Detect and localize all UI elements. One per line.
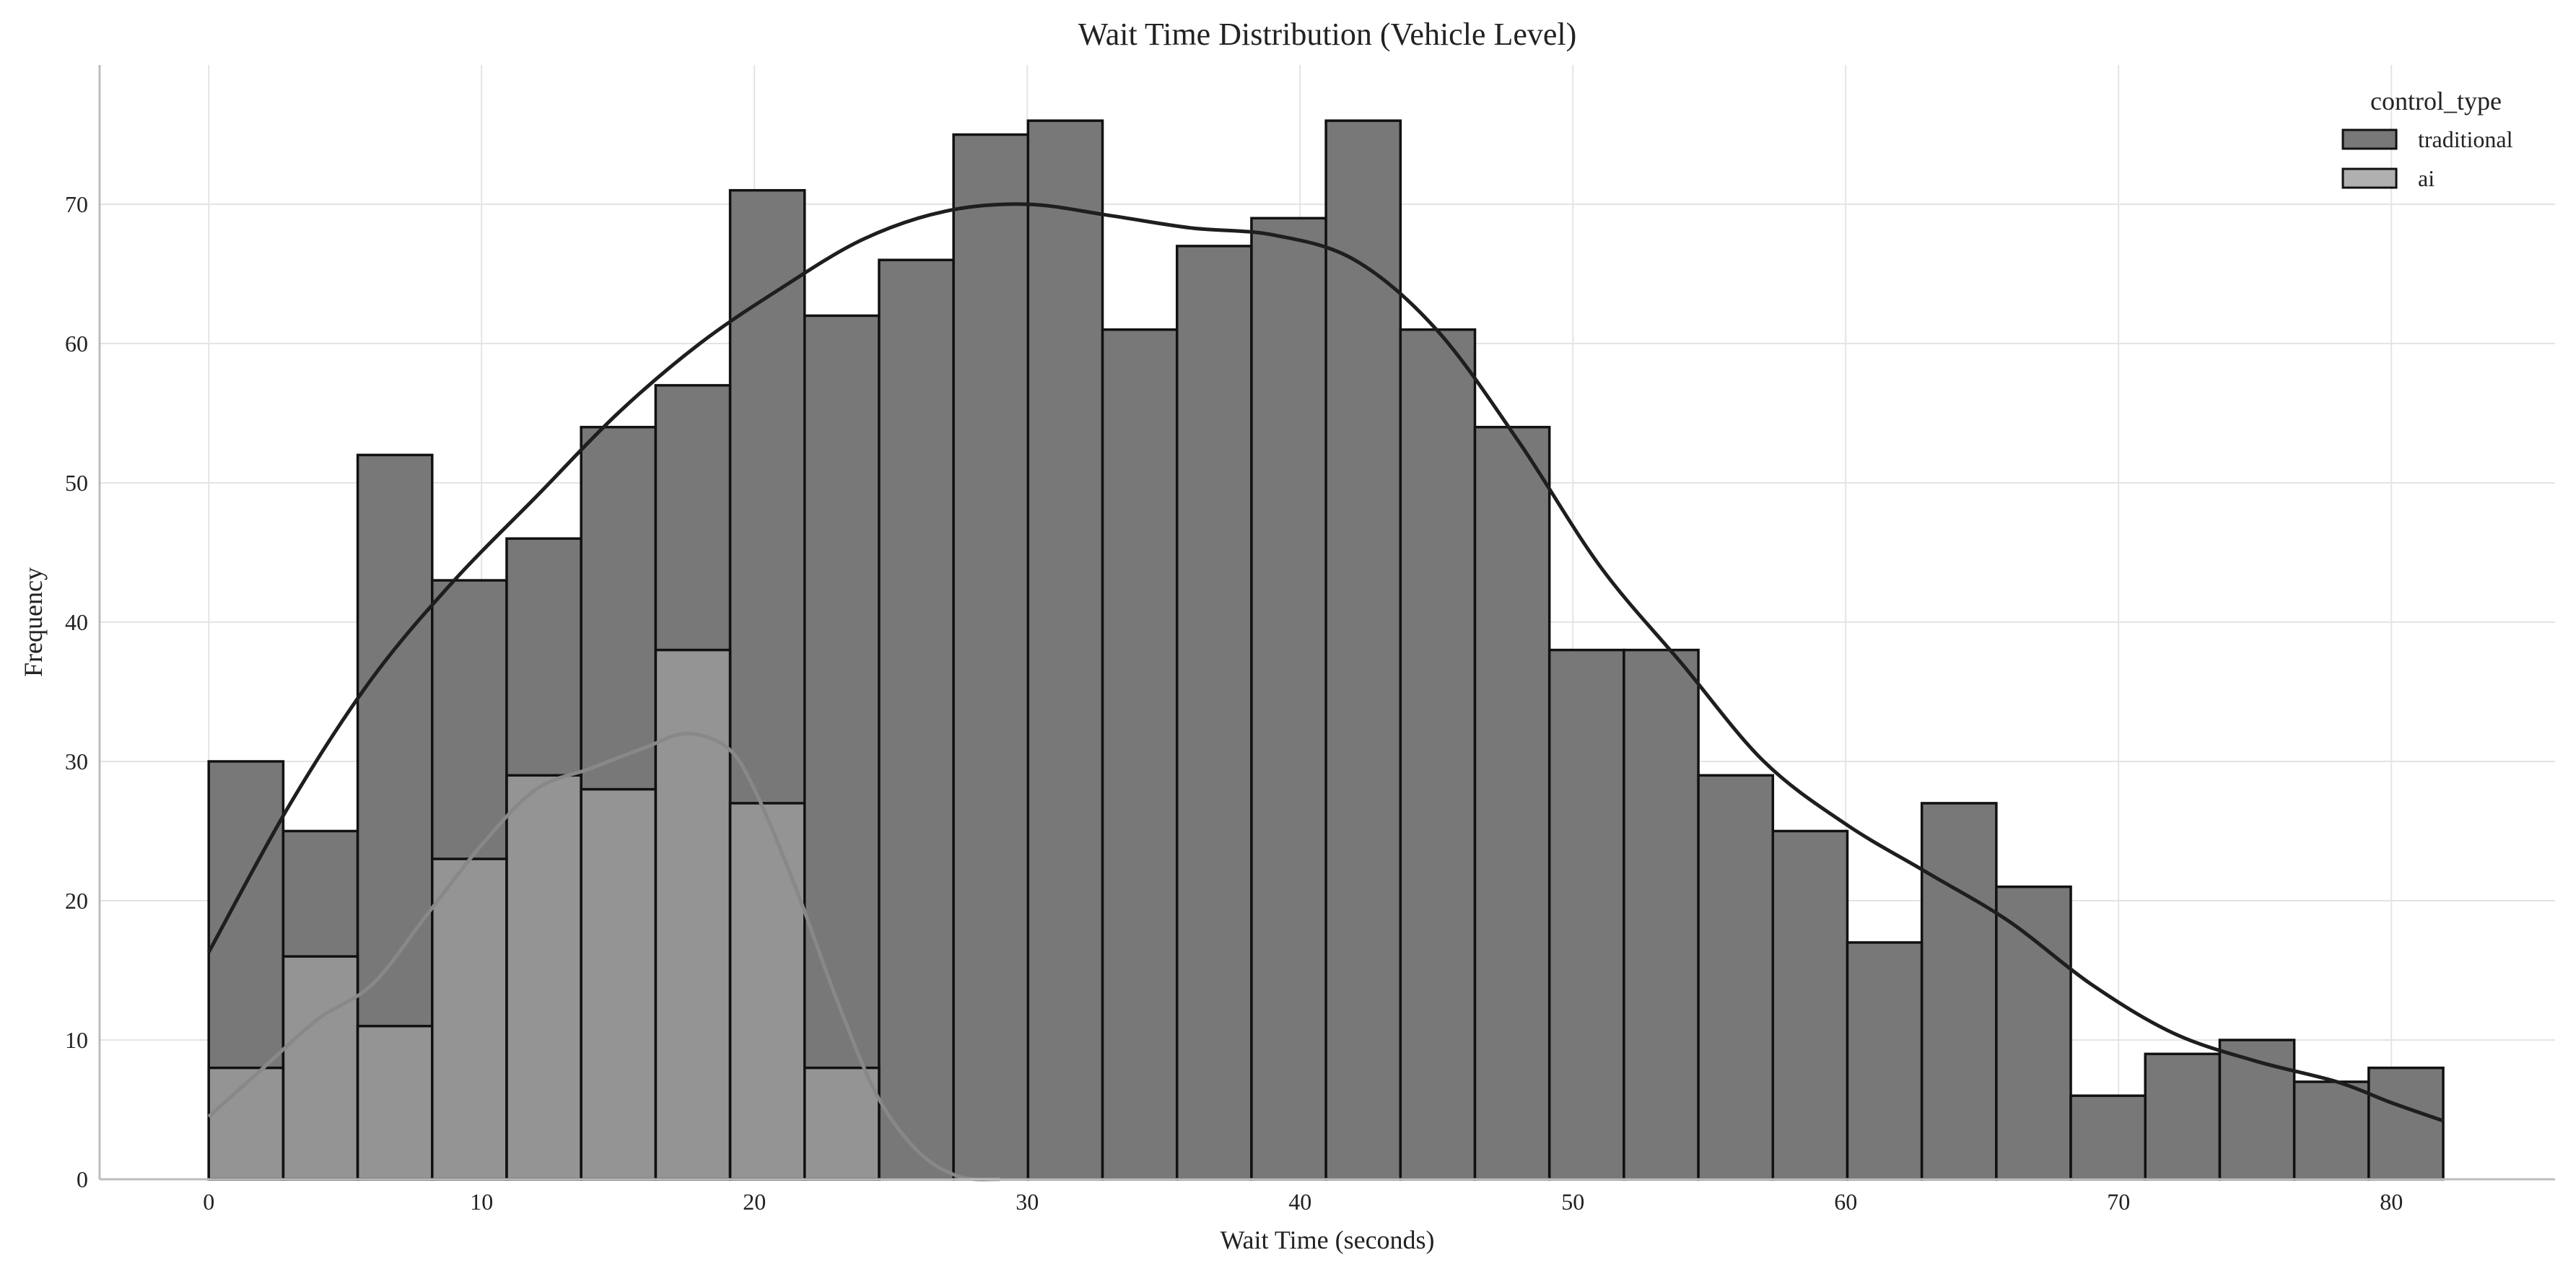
bar-traditional — [1846, 941, 1924, 1181]
bar-traditional — [878, 258, 955, 1181]
bar-ai — [580, 787, 658, 1181]
y-axis-label: Frequency — [19, 567, 48, 677]
bar-traditional — [2144, 1052, 2222, 1181]
y-tick-label: 0 — [77, 1166, 88, 1192]
x-tick-label: 10 — [470, 1189, 493, 1215]
kde-line-traditional — [207, 202, 2444, 1123]
bar-traditional — [2367, 1066, 2445, 1181]
bar-traditional — [1101, 328, 1179, 1181]
bar-traditional — [2069, 1094, 2147, 1181]
legend-swatch-traditional — [2341, 128, 2398, 150]
bar-traditional — [1623, 648, 1700, 1181]
bar-traditional — [952, 133, 1030, 1181]
x-tick-label: 70 — [2107, 1189, 2130, 1215]
bar-ai — [803, 1066, 881, 1181]
bar-traditional — [1026, 119, 1104, 1181]
y-tick-label: 10 — [65, 1027, 88, 1053]
bar-traditional — [1995, 885, 2072, 1181]
legend-label-traditional: traditional — [2418, 126, 2513, 152]
kde-curves — [207, 202, 2444, 1181]
x-tick-label: 0 — [203, 1189, 214, 1215]
bar-ai — [356, 1024, 434, 1181]
bar-ai — [654, 648, 732, 1181]
legend-swatch-ai — [2341, 167, 2398, 189]
bar-traditional — [1473, 426, 1551, 1181]
y-tick-label: 60 — [65, 331, 88, 357]
bar-traditional — [1920, 802, 1998, 1181]
bar-traditional — [1771, 829, 1849, 1181]
legend-title: control_type — [2370, 87, 2502, 115]
bar-traditional — [2292, 1080, 2370, 1181]
axes: 0 10 20 30 40 50 60 70 80 0 10 20 30 40 50 60 70 — [65, 65, 2555, 1215]
y-tick-label: 70 — [65, 191, 88, 217]
y-tick-label: 40 — [65, 609, 88, 635]
bar-ai — [728, 802, 806, 1181]
bars — [207, 119, 2445, 1181]
x-axis-label: Wait Time (seconds) — [1220, 1225, 1434, 1254]
x-tick-label: 40 — [1288, 1189, 1311, 1215]
chart-title: Wait Time Distribution (Vehicle Level) — [1078, 17, 1577, 52]
bar-traditional — [1399, 328, 1477, 1181]
bar-traditional — [1547, 648, 1625, 1181]
x-tick-label: 30 — [1016, 1189, 1039, 1215]
bar-ai — [431, 857, 508, 1181]
y-tick-label: 30 — [65, 748, 88, 774]
legend: control_type traditional ai — [2341, 87, 2513, 191]
x-tick-label: 20 — [743, 1189, 766, 1215]
bar-traditional — [1697, 774, 1775, 1181]
kde-line-ai — [207, 731, 1000, 1181]
bar-traditional — [1324, 119, 1402, 1181]
bar-ai — [281, 955, 359, 1181]
x-tick-label: 50 — [1561, 1189, 1584, 1215]
x-tick-label: 60 — [1834, 1189, 1857, 1215]
y-tick-label: 50 — [65, 470, 88, 496]
bar-ai — [505, 774, 582, 1181]
y-tick-label: 20 — [65, 888, 88, 914]
legend-label-ai: ai — [2418, 165, 2435, 191]
bar-traditional — [803, 314, 881, 1181]
x-tick-label: 80 — [2380, 1189, 2403, 1215]
bar-traditional — [1250, 217, 1327, 1181]
bar-traditional — [1175, 245, 1253, 1181]
